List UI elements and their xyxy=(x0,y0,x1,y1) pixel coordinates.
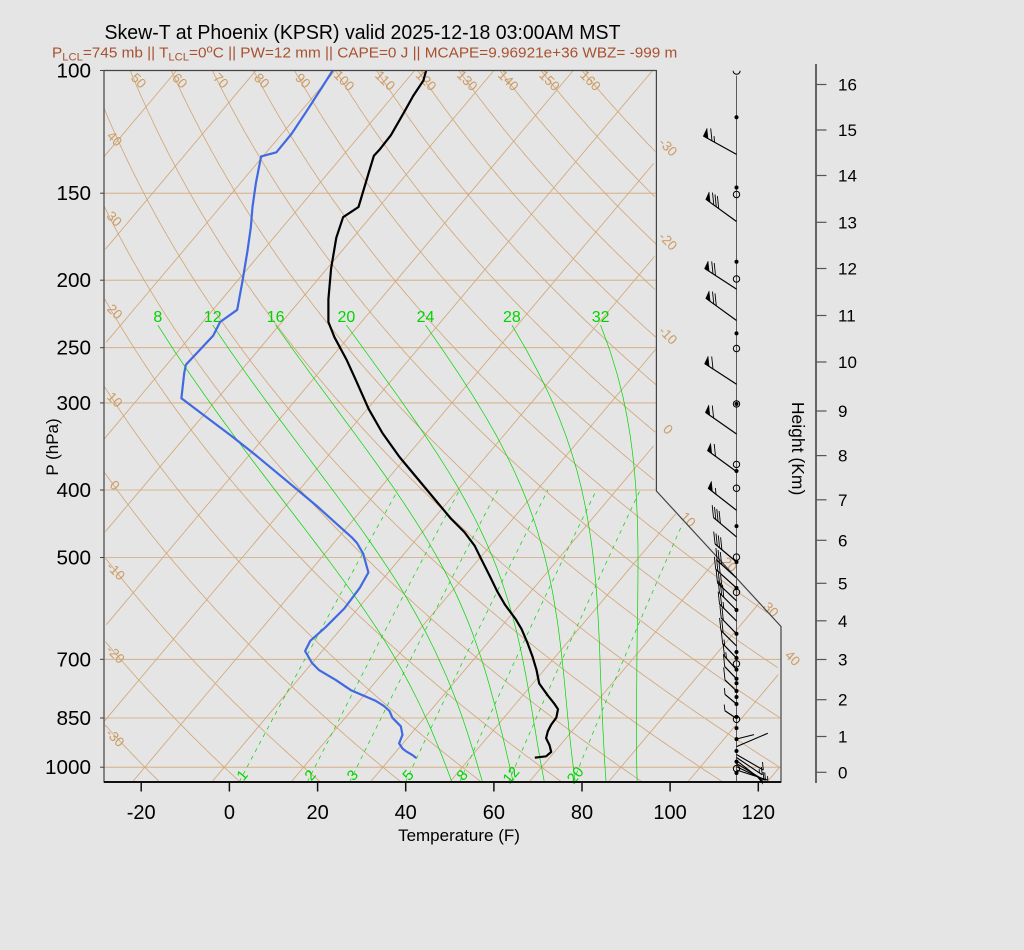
svg-text:12: 12 xyxy=(838,260,857,279)
svg-text:20: 20 xyxy=(338,309,356,326)
svg-text:850: 850 xyxy=(56,707,91,730)
svg-text:4: 4 xyxy=(838,612,847,631)
svg-text:20: 20 xyxy=(306,802,328,824)
svg-text:150: 150 xyxy=(56,182,91,205)
svg-text:20: 20 xyxy=(719,554,740,575)
svg-text:2: 2 xyxy=(838,691,847,710)
svg-text:5: 5 xyxy=(838,574,847,593)
svg-text:100: 100 xyxy=(56,60,91,83)
svg-text:400: 400 xyxy=(56,479,91,502)
svg-text:40: 40 xyxy=(395,802,417,824)
svg-text:12: 12 xyxy=(204,309,222,326)
svg-text:9: 9 xyxy=(838,402,847,421)
svg-text:16: 16 xyxy=(838,76,857,95)
svg-text:1000: 1000 xyxy=(45,756,91,779)
svg-text:0: 0 xyxy=(224,802,235,824)
svg-text:16: 16 xyxy=(267,309,285,326)
svg-text:10: 10 xyxy=(838,353,857,372)
svg-text:28: 28 xyxy=(503,309,521,326)
svg-text:15: 15 xyxy=(838,121,857,140)
svg-text:24: 24 xyxy=(417,309,435,326)
svg-text:8: 8 xyxy=(838,447,847,466)
svg-text:120: 120 xyxy=(742,802,775,824)
svg-text:250: 250 xyxy=(56,337,91,360)
svg-text:30: 30 xyxy=(104,208,125,229)
svg-text:Skew-T at Phoenix (KPSR) valid: Skew-T at Phoenix (KPSR) valid 2025-12-1… xyxy=(105,21,621,44)
svg-text:13: 13 xyxy=(838,213,857,232)
svg-text:60: 60 xyxy=(483,802,505,824)
svg-text:200: 200 xyxy=(56,269,91,292)
svg-text:-20: -20 xyxy=(127,802,156,824)
svg-text:Height (Km): Height (Km) xyxy=(788,402,808,495)
svg-text:700: 700 xyxy=(56,648,91,671)
svg-text:Temperature (F): Temperature (F) xyxy=(398,826,520,845)
svg-text:300: 300 xyxy=(56,392,91,415)
svg-text:PLCL=745 mb || TLCL=0oC || PW=: PLCL=745 mb || TLCL=0oC || PW=12 mm || C… xyxy=(52,44,677,64)
svg-text:80: 80 xyxy=(571,802,593,824)
svg-text:32: 32 xyxy=(592,309,610,326)
svg-text:8: 8 xyxy=(153,309,162,326)
svg-text:30: 30 xyxy=(760,599,781,620)
svg-text:11: 11 xyxy=(838,307,856,326)
svg-text:3: 3 xyxy=(838,651,847,670)
svg-text:0: 0 xyxy=(838,763,847,782)
svg-text:6: 6 xyxy=(838,531,847,550)
svg-text:P (hPa): P (hPa) xyxy=(43,418,62,475)
svg-text:7: 7 xyxy=(838,491,847,510)
svg-text:100: 100 xyxy=(653,802,686,824)
svg-text:500: 500 xyxy=(56,547,91,570)
svg-text:1: 1 xyxy=(838,728,847,747)
svg-text:14: 14 xyxy=(838,167,857,186)
svg-text:10: 10 xyxy=(677,509,698,530)
